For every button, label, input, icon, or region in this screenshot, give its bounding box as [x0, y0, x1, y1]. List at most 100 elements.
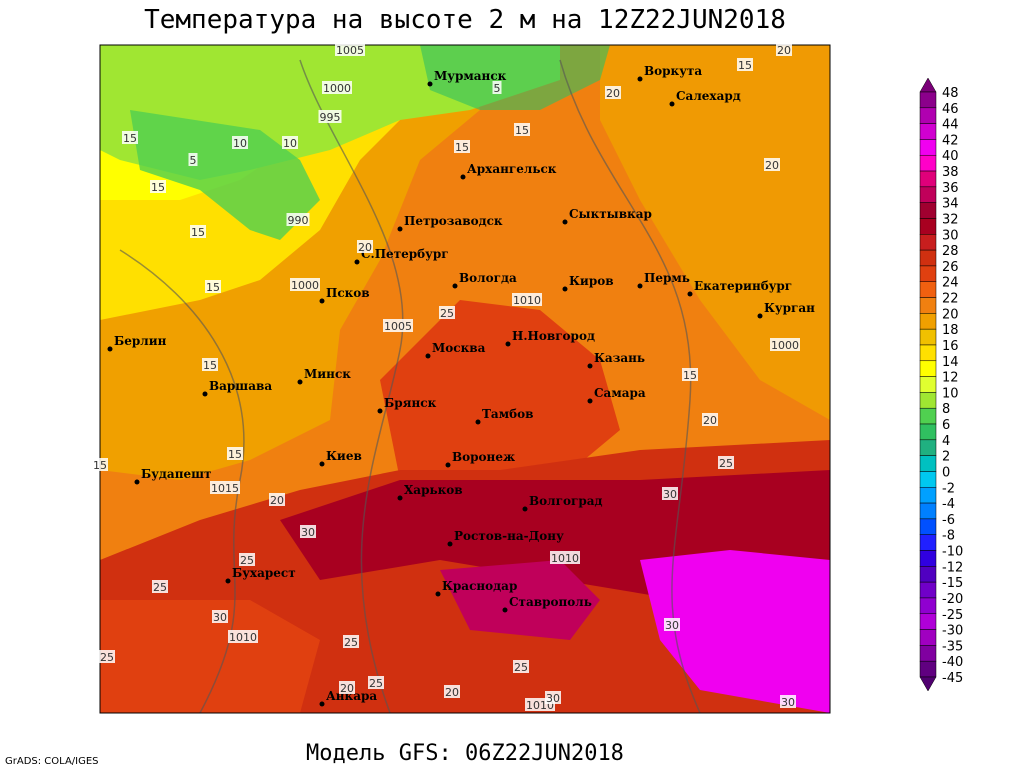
contour-label-box: [205, 280, 221, 293]
city-dot: [225, 578, 231, 584]
colorbar-segment: [919, 234, 937, 251]
city-label: Пермь: [644, 271, 690, 285]
colorbar-arrow: [919, 676, 937, 692]
contour-label: 25: [100, 651, 114, 664]
city-dot: [587, 363, 593, 369]
contour-label-box: [150, 180, 166, 193]
colorbar-arrow: [919, 77, 937, 93]
contour-label: 20: [777, 44, 791, 57]
contour-label-box: [318, 110, 342, 123]
contour-label-box: [383, 319, 413, 332]
colorbar-segment: [919, 423, 937, 441]
colorbar-label: 24: [942, 276, 959, 291]
contour-label: 25: [240, 554, 254, 567]
colorbar-label: -40: [942, 655, 963, 670]
contour-label-box: [550, 551, 580, 564]
contour-label: 15: [191, 226, 205, 239]
contour-label-box: [682, 368, 698, 381]
colorbar-label: 38: [942, 165, 959, 180]
contour-label: 25: [719, 457, 733, 470]
contour-label: 20: [703, 414, 717, 427]
colorbar-segment: [919, 518, 937, 535]
city-label: Ростов-на-Дону: [454, 529, 564, 543]
city-dot: [505, 341, 511, 347]
colorbar-label: 14: [942, 355, 959, 370]
city-label: Тамбов: [482, 407, 533, 421]
contour-label-box: [269, 493, 285, 506]
city-label: Варшава: [209, 379, 272, 393]
colorbar-label: -4: [942, 497, 955, 512]
city-label: Петрозаводск: [404, 214, 503, 228]
city-label: Харьков: [404, 483, 463, 497]
colorbar-segment: [919, 407, 937, 425]
city-label: Вологда: [459, 271, 517, 285]
contour-label: 25: [153, 581, 167, 594]
city-label: Архангельск: [467, 162, 557, 176]
city-dot: [757, 313, 763, 319]
contour-label: 30: [665, 619, 679, 632]
contour-label-box: [718, 456, 734, 469]
contour-label-box: [210, 481, 240, 494]
city-dot: [319, 701, 325, 707]
colorbar-label: -15: [942, 576, 963, 591]
city-dot: [107, 346, 113, 352]
city-label: Мурманск: [434, 69, 507, 83]
contour-label: 25: [514, 661, 528, 674]
contour-label-box: [737, 58, 753, 71]
credit: GrADS: COLA/IGES: [5, 756, 99, 767]
colorbar-segment: [919, 281, 937, 298]
contour-label: 20: [606, 87, 620, 100]
contour-label-box: [514, 123, 530, 136]
contour-label: 30: [781, 696, 795, 709]
colorbar-segment: [919, 154, 937, 172]
city-dot: [447, 541, 453, 547]
colorbar-segment: [919, 91, 937, 109]
contour-label-box: [188, 153, 198, 166]
contour-label: 30: [546, 692, 560, 705]
city-label: Н.Новгород: [512, 329, 595, 343]
city-dot: [354, 259, 360, 265]
colorbar-label: 18: [942, 323, 959, 338]
city-label: Сыктывкар: [569, 207, 652, 221]
colorbar-label: 40: [942, 149, 959, 164]
contour-label: 15: [228, 448, 242, 461]
contour-label-box: [152, 580, 168, 593]
contour-label: 15: [93, 459, 107, 472]
colorbar-label: 30: [942, 228, 959, 243]
contour-label-box: [228, 630, 258, 643]
city-dot: [502, 607, 508, 613]
contour-label: 1010: [551, 552, 579, 565]
colorbar-segment: [919, 139, 937, 156]
contour-label: 15: [738, 59, 752, 72]
contour-label-box: [190, 225, 206, 238]
contour-label: 1000: [323, 82, 351, 95]
colorbar-label: 6: [942, 418, 950, 433]
city-label: Краснодар: [442, 579, 517, 593]
contour-label: 15: [203, 359, 217, 372]
colorbar-label: -35: [942, 639, 963, 654]
city-dot: [587, 398, 593, 404]
colorbar-segment: [919, 597, 937, 615]
contour-label-box: [776, 43, 792, 56]
colorbar-segment: [919, 297, 937, 314]
contour-label: 30: [213, 611, 227, 624]
colorbar-segment: [919, 265, 937, 282]
colorbar-segment: [919, 534, 937, 551]
city-dot: [460, 174, 466, 180]
city-label: Киров: [569, 274, 614, 288]
colorbar-segment: [919, 376, 937, 393]
city-label: Курган: [764, 301, 815, 315]
contour-label: 25: [344, 636, 358, 649]
colorbar-segment: [919, 107, 937, 124]
city-dot: [562, 286, 568, 292]
contour-label-box: [444, 685, 460, 698]
map-frame: [99, 44, 831, 714]
contour-label-box: [512, 293, 542, 306]
city-label: Киев: [326, 449, 362, 463]
contour-label-box: [122, 131, 138, 144]
contour-label: 20: [270, 494, 284, 507]
colorbar-segment: [919, 218, 937, 235]
city-label: Самара: [594, 386, 646, 400]
colorbar-label: 26: [942, 260, 959, 275]
